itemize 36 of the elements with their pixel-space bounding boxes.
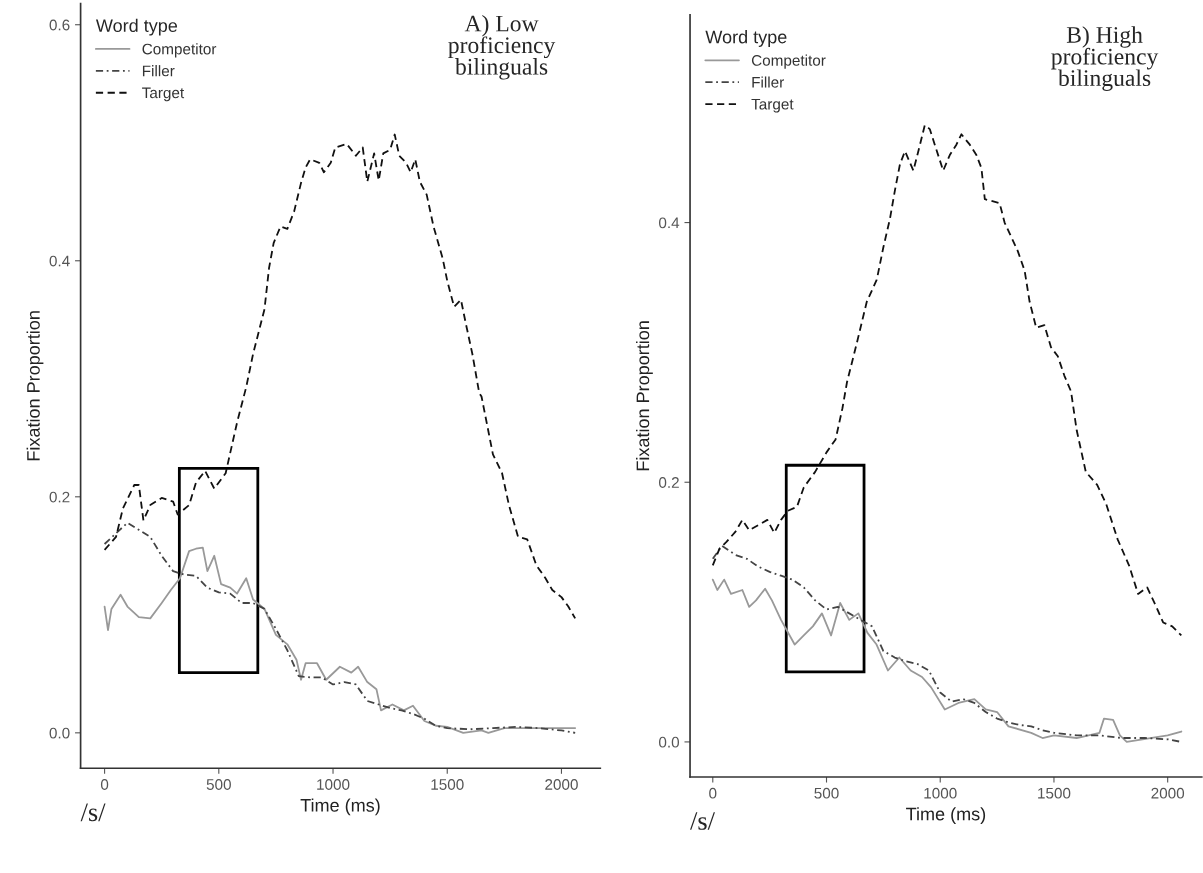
line-series <box>103 133 577 620</box>
legend-title: Word type <box>95 18 178 36</box>
line-series <box>711 124 1183 637</box>
x-tick-label: 2000 <box>1151 787 1185 799</box>
text: A) Low proficiency bilinguals <box>448 14 556 80</box>
y-tick-label: 0.6 <box>49 19 70 31</box>
x-tick-label: 2000 <box>545 779 578 790</box>
x-tick-label: 500 <box>206 779 231 790</box>
x-tick-label: 1500 <box>1038 787 1071 799</box>
text: /s/ <box>80 803 106 822</box>
x-tick-label: 1000 <box>317 779 350 790</box>
y-axis-title: Fixation Proportion <box>636 321 653 471</box>
line-series <box>711 578 1183 743</box>
legend-label: Competitor <box>751 54 826 69</box>
y-tick-label: 0.2 <box>658 477 679 488</box>
legend-label: Filler <box>752 76 784 88</box>
x-tick-label: 0 <box>100 779 109 790</box>
x-tick-label: 1000 <box>924 787 957 799</box>
y-axis-title: Fixation Proportion <box>26 311 44 461</box>
x-tick-label: 500 <box>814 787 839 799</box>
y-tick-label: 0.2 <box>49 491 70 503</box>
legend-label: Competitor <box>142 43 217 58</box>
legend-title: Word type <box>705 30 787 47</box>
y-tick-label: 0.4 <box>658 217 680 229</box>
text: B) High proficiency bilinguals <box>1051 26 1159 91</box>
x-axis-title: Time (ms) <box>906 807 986 825</box>
x-tick-label: 1500 <box>431 779 464 790</box>
x-axis-title: Time (ms) <box>300 798 380 816</box>
legend-label: Target <box>751 98 794 113</box>
legend-label: Target <box>142 87 185 102</box>
x-tick-label: 0 <box>709 787 717 799</box>
text: /s/ <box>690 812 715 830</box>
legend-label: Filler <box>142 65 175 77</box>
y-tick-label: 0.0 <box>658 736 680 748</box>
y-tick-label: 0.4 <box>49 255 70 267</box>
y-tick-label: 0.0 <box>49 727 70 739</box>
